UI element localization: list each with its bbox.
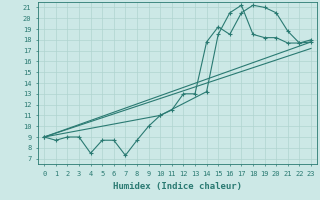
X-axis label: Humidex (Indice chaleur): Humidex (Indice chaleur) [113, 183, 242, 192]
